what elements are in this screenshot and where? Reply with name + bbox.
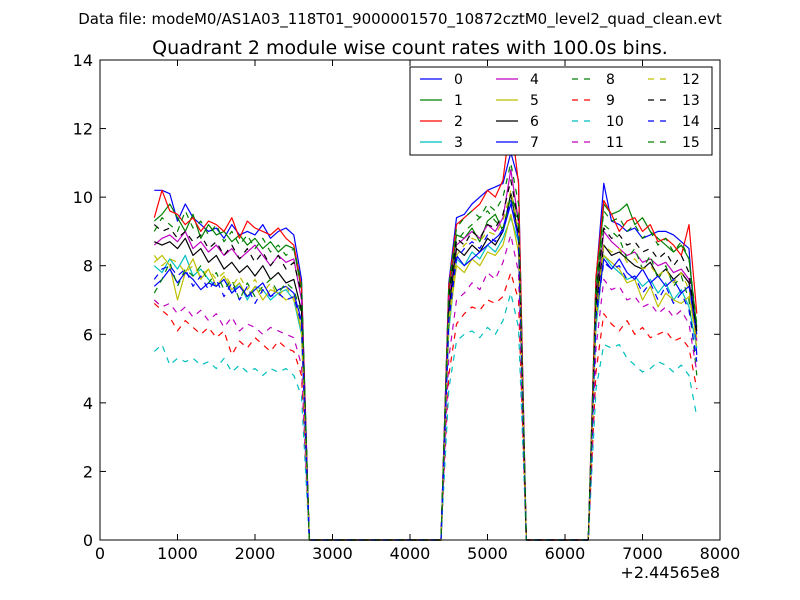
legend-label-7: 7 xyxy=(530,135,539,151)
series-line-11 xyxy=(153,234,698,541)
legend-label-3: 3 xyxy=(454,135,463,151)
legend-label-5: 5 xyxy=(530,93,539,109)
x-tick-label: 7000 xyxy=(622,544,663,563)
x-tick-label: 3000 xyxy=(312,544,353,563)
y-tick-label: 10 xyxy=(73,188,93,207)
series-line-12 xyxy=(153,189,698,541)
chart-title: Quadrant 2 module wise count rates with … xyxy=(152,37,668,59)
x-tick-label: 0 xyxy=(95,544,105,563)
legend-box xyxy=(409,66,713,156)
legend-label-14: 14 xyxy=(682,114,700,130)
legend-label-12: 12 xyxy=(682,72,700,88)
legend-label-1: 1 xyxy=(454,93,463,109)
legend-label-6: 6 xyxy=(530,114,539,130)
x-tick-label: 1000 xyxy=(157,544,198,563)
legend-label-10: 10 xyxy=(606,114,624,130)
suptitle: Data file: modeM0/AS1A03_118T01_90000015… xyxy=(78,10,722,29)
legend-label-11: 11 xyxy=(606,135,624,151)
legend-label-13: 13 xyxy=(682,93,700,109)
y-tick-label: 2 xyxy=(83,462,93,481)
series-line-10 xyxy=(153,292,698,541)
x-tick-label: 8000 xyxy=(700,544,741,563)
legend-label-15: 15 xyxy=(682,135,700,151)
y-tick-label: 0 xyxy=(83,531,93,550)
series-line-7 xyxy=(153,203,698,541)
x-offset-label: +2.44565e8 xyxy=(620,563,720,582)
axis-ticks: 0 1000 2000 3000 4000 5000 6000 7000 80000246810… xyxy=(73,51,741,563)
y-tick-label: 14 xyxy=(73,51,93,70)
series-line-5 xyxy=(153,213,698,541)
series-line-6 xyxy=(154,193,698,541)
legend-label-0: 0 xyxy=(454,72,463,88)
y-tick-label: 4 xyxy=(83,394,93,413)
legend-label-2: 2 xyxy=(454,114,463,130)
y-tick-label: 12 xyxy=(73,120,93,139)
legend-label-8: 8 xyxy=(606,72,615,88)
y-tick-label: 6 xyxy=(83,325,93,344)
x-tick-label: 6000 xyxy=(545,544,586,563)
x-tick-label: 5000 xyxy=(467,544,508,563)
plot-lines xyxy=(153,117,698,541)
series-line-2 xyxy=(153,117,698,541)
x-tick-label: 4000 xyxy=(390,544,431,563)
x-tick-label: 2000 xyxy=(235,544,276,563)
legend-label-4: 4 xyxy=(530,72,539,88)
series-line-8 xyxy=(153,196,698,541)
legend-label-9: 9 xyxy=(606,93,615,109)
series-line-15 xyxy=(153,162,698,541)
series-line-13 xyxy=(153,179,698,541)
y-tick-label: 8 xyxy=(83,257,93,276)
series-line-0 xyxy=(154,152,698,541)
